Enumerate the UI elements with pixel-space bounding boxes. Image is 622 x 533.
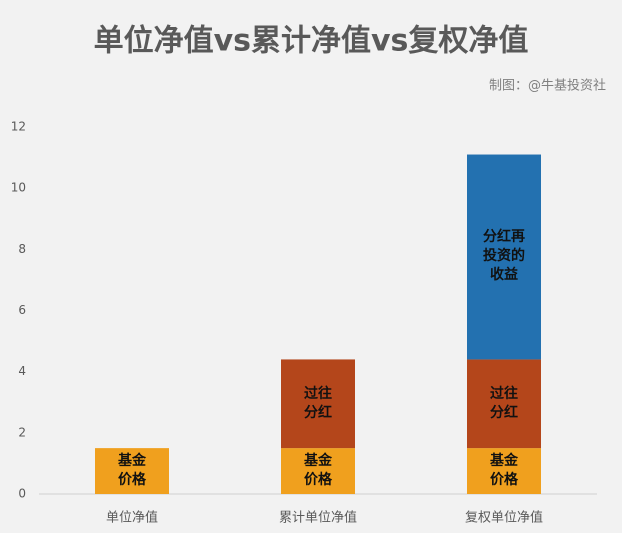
y-tick-label: 4 xyxy=(18,364,26,378)
y-tick-label: 12 xyxy=(11,120,26,134)
segment-label-box: 基金价格 xyxy=(95,448,169,494)
segment-label-box: 基金价格 xyxy=(281,448,355,494)
y-tick-label: 8 xyxy=(18,242,26,256)
segment-label-wrap: 过往分红 xyxy=(281,359,355,448)
bar-segment xyxy=(467,154,541,360)
segment-label-box: 基金价格 xyxy=(467,448,541,494)
y-tick-label: 10 xyxy=(11,181,26,195)
segment-label-wrap: 基金价格 xyxy=(95,448,169,494)
x-tick-label: 累计单位净值 xyxy=(279,510,357,526)
x-tick-label: 单位净值 xyxy=(106,510,158,526)
bar-segment xyxy=(281,448,355,494)
segment-label-wrap: 基金价格 xyxy=(281,448,355,494)
y-tick-label: 2 xyxy=(18,425,26,439)
chart-subtitle: 制图：@牛基投资社 xyxy=(489,78,606,94)
segment-label: 过往分红 xyxy=(490,385,518,421)
bar-segment xyxy=(467,448,541,494)
segment-label: 基金价格 xyxy=(490,453,518,489)
bar-segment xyxy=(467,359,541,449)
segment-label: 基金价格 xyxy=(118,453,146,489)
x-tick-label: 复权单位净值 xyxy=(465,510,543,526)
segment-label-box: 分红再投资的收益 xyxy=(467,155,541,360)
segment-label: 过往分红 xyxy=(304,385,332,421)
chart-title: 单位净值vs累计净值vs复权净值 xyxy=(94,24,529,59)
segment-label-wrap: 过往分红 xyxy=(467,359,541,448)
segment-label: 基金价格 xyxy=(304,453,332,489)
bar-segment xyxy=(95,448,169,494)
segment-label: 分红再投资的收益 xyxy=(483,229,525,284)
segment-label-wrap: 分红再投资的收益 xyxy=(467,155,541,360)
segment-label-box: 过往分红 xyxy=(281,359,355,448)
y-tick-label: 0 xyxy=(18,487,26,501)
bar-segment xyxy=(281,359,355,449)
segment-label-wrap: 基金价格 xyxy=(467,448,541,494)
segment-label-box: 过往分红 xyxy=(467,359,541,448)
y-tick-label: 6 xyxy=(18,303,26,317)
